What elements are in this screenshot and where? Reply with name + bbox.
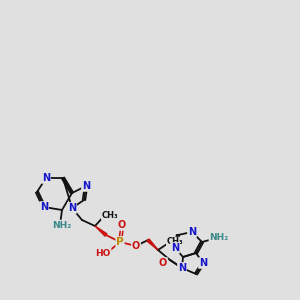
Text: N: N (42, 173, 50, 183)
Text: N: N (199, 258, 207, 268)
Text: P: P (116, 237, 124, 247)
Polygon shape (147, 239, 158, 250)
Text: N: N (178, 263, 186, 273)
Text: NH₂: NH₂ (209, 233, 229, 242)
Text: N: N (171, 243, 179, 253)
Text: N: N (82, 181, 90, 191)
Text: N: N (40, 202, 48, 212)
Text: O: O (118, 220, 126, 230)
Text: O: O (132, 241, 140, 251)
Text: N: N (68, 203, 76, 213)
Text: CH₃: CH₃ (167, 238, 183, 247)
Text: N: N (188, 227, 196, 237)
Text: CH₃: CH₃ (102, 211, 118, 220)
Text: NH₂: NH₂ (52, 220, 72, 230)
Text: O: O (159, 258, 167, 268)
Text: HO: HO (95, 248, 111, 257)
Polygon shape (95, 226, 107, 236)
